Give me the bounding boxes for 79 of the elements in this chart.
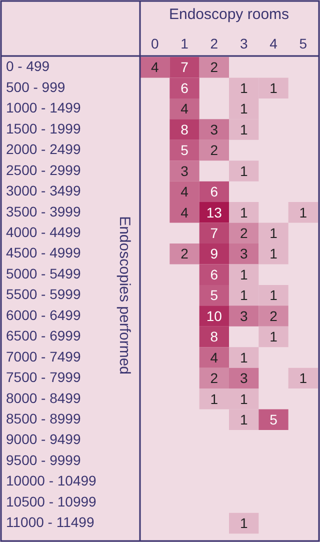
y-tick-label: 3000 - 3499 (6, 182, 81, 199)
data-label: 6 (210, 184, 218, 200)
data-label: 1 (240, 515, 248, 532)
x-tick-label: 2 (210, 35, 218, 52)
data-label: 6 (180, 80, 189, 96)
data-label: 1 (240, 100, 248, 117)
x-tick-label: 1 (180, 35, 189, 52)
y-tick-label: 6000 - 6499 (6, 306, 81, 323)
x-tick-label: 5 (299, 35, 308, 52)
data-label: 1 (299, 370, 308, 386)
data-label: 8 (180, 121, 189, 138)
data-label: 3 (210, 121, 218, 138)
data-label: 1 (240, 266, 248, 282)
data-label: 4 (180, 100, 189, 117)
data-label: 7 (180, 59, 189, 76)
data-label: 2 (210, 370, 218, 386)
data-label: 6 (210, 266, 218, 282)
y-tick-label: 500 - 999 (6, 78, 66, 95)
y-tick-label: 9000 - 9499 (6, 431, 81, 448)
y-tick-label: 7500 - 7999 (6, 369, 81, 386)
x-axis-title: Endoscopy rooms (168, 6, 290, 24)
data-label: 13 (206, 204, 222, 220)
data-label: 1 (270, 246, 278, 262)
data-label: 1 (240, 349, 248, 366)
data-label: 8 (210, 328, 218, 345)
y-tick-label: 3500 - 3999 (6, 203, 81, 220)
y-tick-label: 2000 - 2499 (6, 141, 81, 158)
y-tick-label: 2500 - 2999 (6, 162, 81, 178)
y-tick-label: 6500 - 6999 (6, 328, 81, 344)
data-label: 9 (210, 246, 218, 262)
x-tick-label: 0 (150, 35, 159, 52)
data-label: 3 (180, 162, 189, 179)
data-label: 5 (270, 411, 278, 428)
y-tick-label: 5000 - 5499 (6, 265, 81, 282)
data-label: 7 (210, 224, 218, 241)
y-axis-title: Endoscopies performed (116, 216, 133, 375)
data-label: 4 (210, 349, 218, 366)
y-tick-label: 10000 - 10499 (6, 472, 97, 489)
y-tick-label: 7000 - 7499 (6, 348, 81, 364)
data-label: 1 (240, 287, 248, 304)
data-label: 5 (210, 287, 218, 304)
data-label: 3 (240, 246, 248, 262)
data-label: 2 (210, 142, 218, 158)
x-tick-label: 4 (270, 35, 278, 52)
data-label: 1 (240, 390, 248, 407)
data-label: 2 (210, 59, 218, 76)
data-label: 1 (270, 224, 278, 241)
data-label: 5 (180, 142, 189, 158)
data-label: 4 (150, 59, 159, 76)
x-tick-label: 3 (240, 35, 248, 52)
data-label: 1 (240, 204, 248, 220)
data-label: 2 (180, 246, 189, 262)
y-tick-label: 8000 - 8499 (6, 390, 81, 406)
data-label: 1 (240, 80, 248, 96)
y-tick-label: 0 - 499 (6, 58, 50, 74)
data-label: 1 (299, 204, 308, 220)
data-label: 1 (240, 411, 248, 428)
data-label: 1 (270, 80, 278, 96)
data-label: 4 (180, 204, 189, 220)
data-label: 1 (270, 287, 278, 304)
data-label: 1 (240, 162, 248, 179)
data-label: 2 (270, 308, 278, 324)
y-tick-label: 4500 - 4999 (6, 244, 81, 261)
data-label: 2 (240, 224, 248, 241)
data-label: 1 (270, 328, 278, 345)
data-label: 3 (240, 370, 248, 386)
y-tick-label: 1000 - 1499 (6, 100, 81, 116)
y-tick-label: 9500 - 9999 (6, 452, 81, 468)
y-tick-label: 5500 - 5999 (6, 286, 81, 302)
y-tick-label: 4000 - 4499 (6, 224, 81, 240)
data-label: 1 (240, 121, 248, 138)
y-tick-label: 10500 - 10999 (6, 493, 97, 510)
y-tick-label: 11000 - 11499 (6, 514, 94, 530)
y-tick-label: 8500 - 8999 (6, 410, 81, 426)
data-label: 1 (210, 390, 218, 407)
data-label: 3 (240, 308, 248, 324)
y-tick-label: 1500 - 1999 (6, 120, 81, 136)
data-label: 10 (206, 308, 222, 324)
data-label: 4 (180, 184, 189, 200)
